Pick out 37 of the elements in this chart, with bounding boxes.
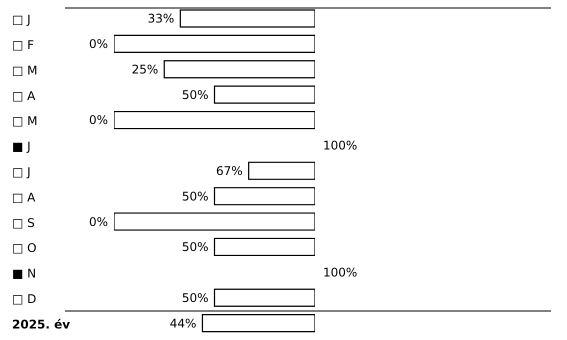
y-tick-label: □ D (12, 292, 36, 306)
bar (248, 162, 315, 180)
annotation: 44% (170, 316, 196, 330)
annotation: 50% (182, 240, 208, 254)
text: 100% (323, 138, 358, 153)
y-tick-label: □ M (12, 63, 38, 78)
y-tick-label: ■ N (12, 266, 36, 281)
bar (114, 212, 315, 231)
y-tick-label: ■ J (12, 140, 31, 154)
y-tick-label: □ M (12, 114, 38, 128)
y-tick-label: □ O (12, 241, 37, 256)
y-tick-label: □ J (12, 12, 31, 27)
bar (202, 314, 315, 332)
y-tick-label: □ J (12, 165, 31, 179)
bar (214, 86, 315, 104)
bar (214, 238, 315, 256)
bar (164, 60, 315, 78)
y-tick-label: □ S (12, 216, 35, 230)
annotation: 25% (132, 62, 158, 76)
annotation: 50% (182, 189, 208, 204)
text: 0% (88, 214, 108, 229)
y-tick-label: 2025. év (12, 317, 70, 332)
y-tick-label: □ A (12, 190, 36, 204)
y-tick-label: □ A (12, 88, 36, 103)
bar (114, 110, 315, 130)
annotation: 33% (148, 12, 174, 26)
y-tick-label: □ F (12, 38, 34, 52)
bar (114, 34, 315, 53)
bar (214, 288, 315, 307)
text: 100% (323, 266, 358, 280)
bar (180, 9, 315, 28)
bar (214, 187, 315, 206)
text: 0% (88, 113, 108, 128)
annotation: 67% (216, 164, 243, 178)
annotation: 50% (182, 88, 208, 102)
annotation: 50% (182, 290, 208, 305)
text: 0% (88, 37, 108, 52)
